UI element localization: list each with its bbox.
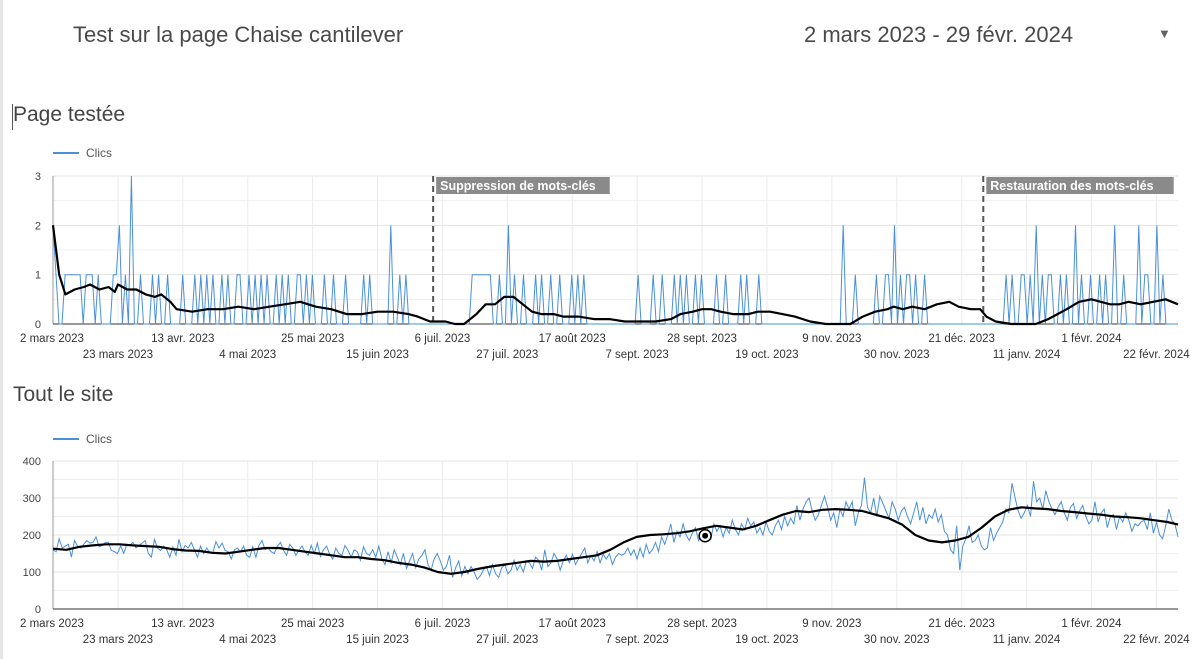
x-tick-label: 28 sept. 2023 — [667, 333, 737, 345]
y-tick-label: 1 — [35, 270, 41, 282]
x-tick-label: 15 juin 2023 — [346, 634, 409, 646]
x-tick-label: 22 févr. 2024 — [1123, 634, 1190, 646]
x-tick-label: 28 sept. 2023 — [667, 618, 737, 630]
x-tick-label: 22 févr. 2024 — [1123, 349, 1190, 361]
x-tick-label: 13 avr. 2023 — [151, 333, 214, 345]
x-tick-label: 6 juil. 2023 — [415, 333, 471, 345]
x-tick-label: 2 mars 2023 — [20, 333, 84, 345]
chart-page-tested: 0 1 2 3 2 mars 2023 23 mars 2023 13 avr. 2023 4… — [20, 171, 1190, 361]
x-tick-label: 19 oct. 2023 — [735, 349, 798, 361]
x-tick-label: 2 mars 2023 — [20, 618, 84, 630]
x-tick-label: 4 mai 2023 — [219, 634, 276, 646]
x-tick-label: 23 mars 2023 — [83, 634, 153, 646]
x-tick-label: 11 janv. 2024 — [993, 349, 1061, 361]
x-tick-label: 4 mai 2023 — [219, 349, 276, 361]
x-tick-label: 17 août 2023 — [539, 618, 606, 630]
x-tick-label: 15 juin 2023 — [346, 349, 409, 361]
annotation-box — [986, 177, 1174, 194]
report-title: Test sur la page Chaise cantilever — [73, 22, 404, 47]
date-range-selector[interactable]: 2 mars 2023 - 29 févr. 2024 — [804, 22, 1074, 47]
x-tick-label: 1 févr. 2024 — [1061, 333, 1122, 345]
annotation-label: Suppression de mots-clés — [440, 179, 596, 193]
caret-down-icon[interactable]: ▼ — [1158, 26, 1171, 41]
x-tick-label: 21 déc. 2023 — [928, 618, 995, 630]
legend-page: Clics — [53, 146, 112, 160]
trend-line — [52, 506, 1179, 575]
y-tick-label: 400 — [23, 456, 41, 468]
x-tick-label: 19 oct. 2023 — [735, 634, 798, 646]
y-tick-label: 100 — [23, 567, 41, 579]
y-tick-label: 3 — [35, 171, 41, 183]
y-tick-label: 2 — [35, 220, 41, 232]
x-tick-label: 9 nov. 2023 — [802, 618, 861, 630]
x-tick-label: 6 juil. 2023 — [415, 618, 471, 630]
x-tick-label: 9 nov. 2023 — [802, 333, 861, 345]
y-tick-label: 300 — [23, 493, 41, 505]
chart-whole-site: 0 100 200 300 400 2 mars 2023 23 mars 2023 13 a… — [20, 456, 1190, 646]
y-tick-label: 200 — [23, 530, 41, 542]
x-tick-label: 27 juil. 2023 — [476, 349, 538, 361]
x-tick-label: 30 nov. 2023 — [864, 349, 930, 361]
x-tick-label: 30 nov. 2023 — [864, 634, 930, 646]
x-tick-label: 11 janv. 2024 — [993, 634, 1061, 646]
legend-swatch — [53, 438, 79, 440]
x-tick-label: 25 mai 2023 — [281, 618, 344, 630]
chart-title-page: Page testée — [13, 103, 126, 126]
x-tick-label: 7 sept. 2023 — [605, 634, 668, 646]
x-tick-label: 25 mai 2023 — [281, 333, 344, 345]
legend-swatch — [53, 152, 79, 154]
chart-title-site: Tout le site — [13, 383, 114, 406]
x-tick-label: 13 avr. 2023 — [151, 618, 214, 630]
legend-label: Clics — [86, 432, 112, 446]
legend-label: Clics — [86, 146, 112, 160]
annotation-label: Restauration des mots-clés — [990, 179, 1153, 193]
y-tick-label: 0 — [35, 319, 41, 331]
annotation-box — [436, 177, 610, 194]
text-cursor — [12, 104, 13, 130]
x-tick-label: 1 févr. 2024 — [1061, 618, 1122, 630]
legend-site: Clics — [53, 432, 112, 446]
x-tick-label: 27 juil. 2023 — [476, 634, 538, 646]
trend-line — [51, 225, 1179, 326]
y-tick-label: 0 — [35, 604, 41, 616]
x-tick-label: 23 mars 2023 — [83, 349, 153, 361]
series-line-clics — [52, 477, 1179, 581]
series-line-clics — [52, 175, 1178, 325]
x-tick-label: 17 août 2023 — [539, 333, 606, 345]
left-edge — [0, 0, 3, 659]
data-point-marker-dot — [702, 532, 709, 539]
x-tick-label: 7 sept. 2023 — [605, 349, 668, 361]
x-tick-label: 21 déc. 2023 — [928, 333, 995, 345]
